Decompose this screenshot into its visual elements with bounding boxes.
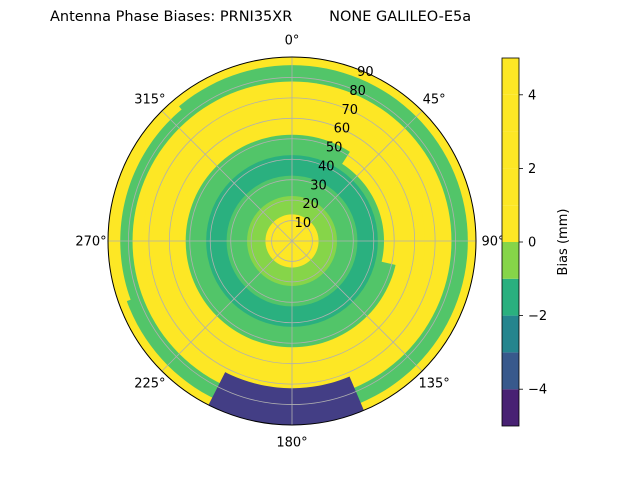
colorbar-band (502, 278, 519, 316)
angular-tick-label: 180° (276, 436, 307, 451)
colorbar-band (502, 389, 519, 426)
heatmap-feature (108, 100, 182, 304)
radial-tick-label: 50 (326, 141, 343, 156)
colorbar-band (502, 94, 519, 132)
radial-tick-label: 80 (349, 84, 366, 99)
colorbar-band (502, 352, 519, 390)
colorbar-band (502, 131, 519, 169)
angular-tick-label: 90° (481, 235, 504, 250)
colorbar-band (502, 168, 519, 206)
colorbar-band (502, 58, 519, 95)
angular-gridline (291, 110, 423, 242)
heatmap-feature (208, 372, 364, 425)
angular-tick-label: 270° (75, 235, 106, 250)
radial-tick-label: 30 (310, 178, 327, 193)
colorbar-tick-label: 0 (528, 236, 536, 251)
colorbar-band (502, 242, 519, 279)
angular-gridline (161, 240, 293, 372)
chart-title: Antenna Phase Biases: PRNI35XR NONE GALI… (50, 9, 472, 25)
angular-tick-label: 225° (134, 377, 165, 392)
radial-tick-label: 40 (318, 159, 335, 174)
polar-frame (107, 56, 477, 426)
radial-tick-label: 10 (295, 216, 312, 231)
radial-tick-label: 20 (302, 197, 319, 212)
plot-area: 0° 45° 90° 135° 180° 225° 270° 315° 10 20 30 40 50 60… (75, 34, 504, 451)
angular-gridline (161, 110, 293, 242)
colorbar-label: Bias (mm) (556, 209, 571, 276)
angular-tick-label: 0° (285, 34, 300, 49)
angular-gridline (291, 240, 423, 372)
heatmap-feature (142, 182, 216, 351)
angular-tick-label: 315° (134, 92, 165, 107)
colorbar-tick-label: −2 (528, 309, 547, 324)
heatmap-feature (342, 129, 425, 271)
radial-tick-label: 70 (341, 103, 358, 118)
angular-tick-label: 135° (418, 377, 449, 392)
colorbar-tick-label: 2 (528, 162, 536, 177)
colorbar-tick-label: 4 (528, 88, 536, 103)
colorbar-band (502, 205, 519, 242)
colorbar: −4 −2 0 2 4 Bias (mm) (501, 57, 571, 427)
radial-tick-label: 60 (334, 122, 351, 137)
radial-tick-label: 90 (357, 65, 374, 80)
colorbar-band (502, 315, 519, 353)
angular-tick-label: 45° (423, 92, 446, 107)
colorbar-tick-label: −4 (528, 383, 547, 398)
